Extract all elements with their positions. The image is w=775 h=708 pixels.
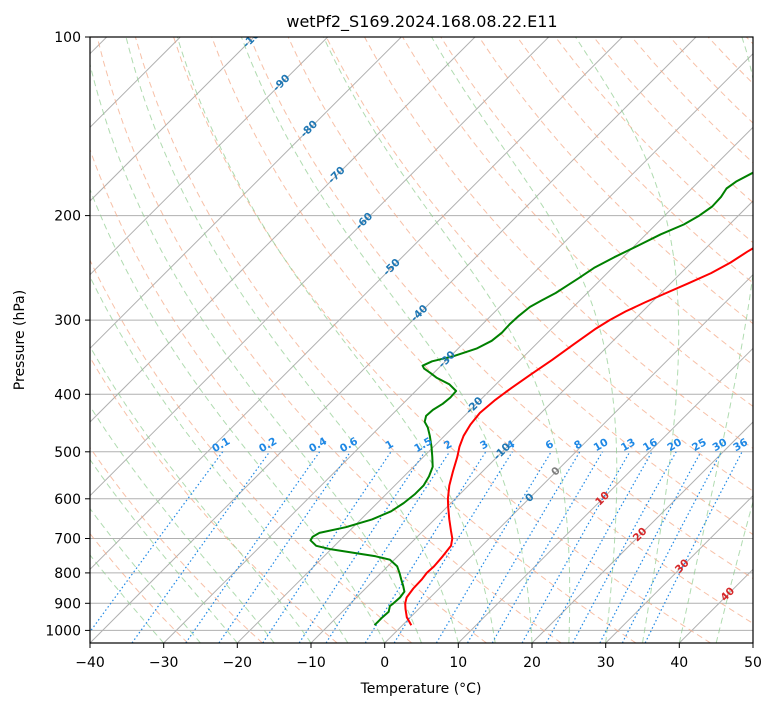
y-tick-label: 200 — [54, 209, 81, 225]
mixing-ratio-line — [572, 451, 677, 643]
x-tick-label: 30 — [597, 655, 615, 671]
mixing-ratio-line — [325, 451, 451, 643]
moist-adiabat-line — [240, 37, 533, 643]
x-tick-label: 10 — [449, 655, 467, 671]
x-tick-label: 40 — [670, 655, 688, 671]
isotherm-line — [163, 52, 753, 643]
y-tick-label: 400 — [54, 387, 81, 403]
x-tick-label: −30 — [149, 655, 179, 671]
mixing-ratio-line — [298, 451, 426, 643]
mixing-ratio-line — [521, 451, 631, 643]
dewpoint-profile-line — [309, 171, 753, 626]
dry-adiabat-line — [90, 356, 338, 643]
y-tick-label: 600 — [54, 492, 81, 508]
isotherm-line — [236, 126, 753, 643]
x-tick-label: −20 — [223, 655, 253, 671]
moist-adiabat-line — [125, 37, 459, 643]
temperature-profile-line — [404, 247, 753, 626]
dry-adiabat-line — [325, 37, 753, 492]
background-lines — [90, 37, 753, 643]
mixing-ratio-line — [218, 451, 351, 643]
mixing-ratio-line — [131, 451, 271, 643]
mixing-ratio-line — [364, 451, 487, 643]
moist-adiabat-line — [678, 37, 753, 643]
mixing-ratio-line — [435, 451, 552, 643]
moist-adiabat-line — [90, 405, 275, 643]
moist-adiabat-line — [431, 37, 618, 643]
moist-adiabat-line — [90, 458, 238, 643]
x-axis-label: Temperature (°C) — [360, 681, 482, 697]
chart-title: wetPf2_S169.2024.168.08.22.E11 — [286, 12, 557, 32]
y-axis-label: Pressure (hPa) — [12, 290, 28, 390]
mixing-ratio-line — [545, 451, 653, 643]
dry-adiabat-line — [173, 37, 711, 643]
y-tick-label: 900 — [54, 596, 81, 612]
x-tick-label: 20 — [523, 655, 541, 671]
dry-adiabat-line — [287, 37, 753, 536]
moist-adiabat-line — [90, 275, 349, 643]
isotherm-line — [90, 37, 255, 202]
isotherm-line — [90, 37, 623, 571]
isotherm-line — [605, 494, 753, 643]
y-tick-label: 800 — [54, 566, 81, 582]
moist-adiabat-line — [575, 37, 680, 643]
isotherm-line — [457, 347, 753, 643]
dry-adiabat-line — [90, 446, 263, 643]
moist-adiabat-line — [90, 62, 422, 643]
moist-adiabat-line — [323, 37, 571, 643]
dry-adiabat-line — [134, 37, 637, 643]
dry-adiabat-line — [249, 37, 753, 580]
x-tick-label: −40 — [75, 655, 105, 671]
x-tick-label: 50 — [744, 655, 762, 671]
y-tick-label: 100 — [54, 30, 81, 46]
moist-adiabat-line — [90, 554, 165, 643]
y-tick-label: 500 — [54, 445, 81, 461]
isotherm-line — [90, 37, 476, 423]
isotherm-line — [90, 37, 329, 276]
y-tick-label: 300 — [54, 313, 81, 329]
isotherm-line — [90, 37, 402, 350]
dry-adiabat-line — [90, 259, 413, 643]
moist-adiabat-line — [90, 345, 312, 643]
plot-frame — [89, 36, 754, 644]
mixing-ratio-line — [185, 451, 321, 643]
dry-adiabat-line — [211, 37, 753, 624]
isotherm-line — [384, 273, 753, 643]
x-tick-label: 0 — [380, 655, 389, 671]
mixing-ratio-line — [262, 451, 392, 643]
y-tick-label: 700 — [54, 532, 81, 548]
isotherm-line — [531, 421, 753, 643]
mixing-ratio-line — [644, 451, 743, 643]
y-axis: 100 200 300 400 500 600 700 800 900 1000 — [45, 30, 90, 639]
moist-adiabat-line — [176, 37, 496, 643]
mixing-ratio-line — [90, 451, 224, 633]
x-tick-label: −10 — [296, 655, 326, 671]
moist-adiabat-line — [90, 188, 386, 643]
moist-adiabat-line — [90, 507, 201, 643]
profile-lines — [309, 171, 753, 626]
dry-adiabat-line — [96, 37, 562, 643]
y-tick-label: 1000 — [45, 623, 81, 639]
isotherm-line — [90, 37, 550, 497]
x-axis: −40 −30 −20 −10 0 10 20 30 40 50 — [75, 643, 762, 671]
moist-adiabat-line — [715, 499, 753, 643]
mixing-ratio-line — [599, 451, 702, 643]
